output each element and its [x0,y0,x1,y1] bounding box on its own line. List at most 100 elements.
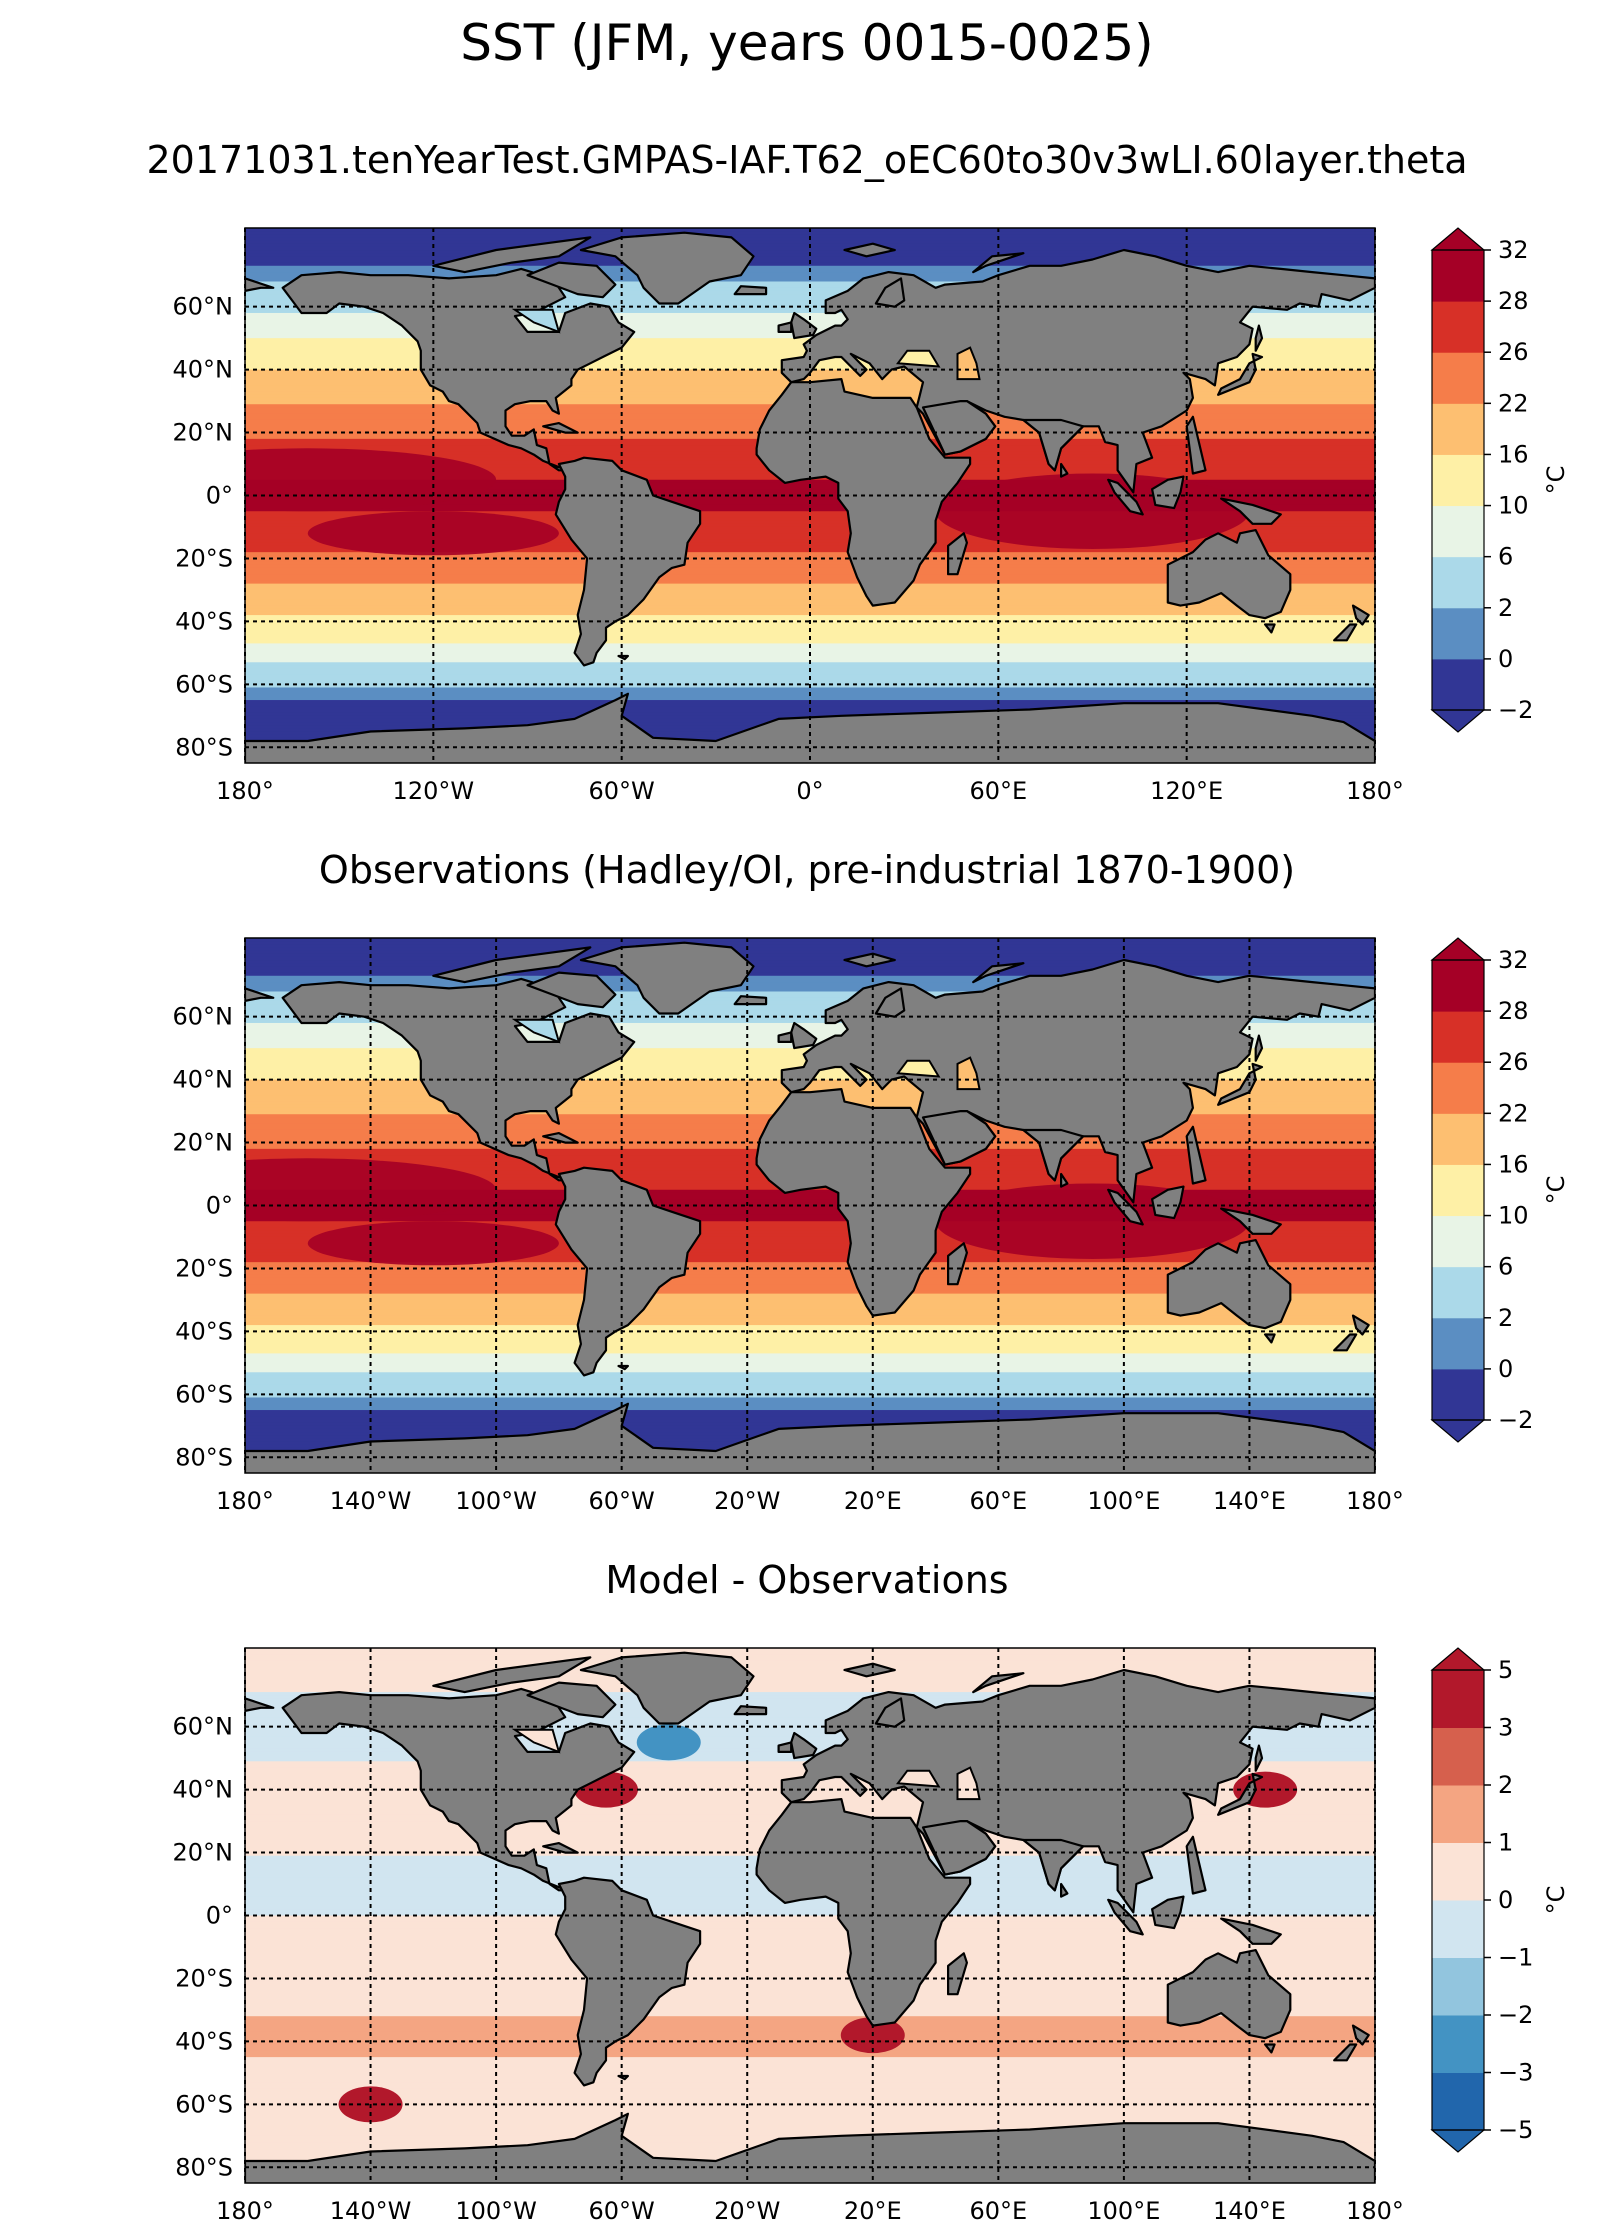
sst-band [245,1366,1375,1370]
sst-band [245,1290,1375,1295]
sst-band [245,1953,1375,1958]
sst-band [245,997,1375,1002]
arabia-fill [921,1820,997,1876]
sst-band [245,2076,1375,2080]
sst-band [245,1007,1375,1011]
sst-band [245,1312,1375,1317]
sst-band [245,1016,1375,1021]
sst-band [245,526,1375,531]
y-tick-label: 60°N [173,1003,234,1031]
sst-band [245,2028,1375,2033]
x-tick-label: 140°E [1213,2197,1286,2225]
colorbar-segment [1432,1317,1484,1370]
sst-band [245,2082,1375,2087]
sst-band [245,1013,1375,1018]
colorbar-segment [1432,1266,1484,1319]
colorbar-tick-label: 6 [1498,1253,1513,1281]
borneo [1150,1185,1185,1220]
falklands [617,1364,630,1371]
eurasia [780,1668,1375,1914]
colorbar-extend-min [1430,2129,1486,2153]
ireland [777,1031,793,1044]
sst-band [245,1946,1375,1951]
sst-band [245,1271,1375,1276]
sst-band [245,577,1375,582]
novaya-zemlya [972,962,1025,984]
taiwan-philippines [1185,1125,1207,1185]
sst-band [245,1422,1375,1427]
japan [1216,1772,1264,1816]
colorbar-segment [1432,1900,1484,1958]
sst-band [245,2053,1375,2058]
africa [755,378,972,607]
colorbar-tick-label: 26 [1498,338,1529,366]
sst-band [245,1082,1375,1087]
new-zealand-north [1351,1314,1370,1336]
sst-band [245,1987,1375,1992]
sst-band [245,1325,1375,1329]
sst-band [245,1410,1375,1414]
sst-band [245,2116,1375,2121]
y-tick-label: 80°S [175,733,233,761]
sst-band [245,1252,1375,1257]
tasmania [1263,623,1276,634]
sst-band [245,665,1375,670]
panel-1-title: 20171031.tenYearTest.GMPAS-IAF.T62_oEC60… [146,138,1468,182]
sst-band [245,2094,1375,2099]
new-zealand-south [1333,2043,1358,2062]
eurasia [780,958,1375,1204]
colorbar-segment [1432,658,1484,711]
x-tick-label: 20°E [844,2197,902,2225]
y-tick-label: 20°N [173,1839,234,1867]
sst-band [245,2022,1375,2027]
colorbar-tick-label: −2 [1498,2001,1533,2029]
baffin-island [526,1681,617,1719]
sst-band [245,1419,1375,1424]
sst-band [245,231,1375,235]
colorbar-segment [1432,352,1484,404]
colorbar-tick-label: 3 [1498,1714,1513,1742]
falklands [617,654,630,661]
sst-band [245,489,1375,493]
antarctica [245,2112,1375,2183]
sst-band [245,1208,1375,1213]
new-guinea [1220,497,1282,525]
sst-band [245,1259,1375,1263]
sst-band [245,1692,1375,1696]
sst-band [245,1214,1375,1219]
new-zealand-north [1351,2024,1370,2046]
sst-band [245,1306,1375,1310]
sst-band [245,1340,1375,1345]
baffin-island [526,971,617,1009]
black-sea [896,349,941,368]
sst-band [245,1205,1375,1210]
sst-band [245,966,1375,971]
sst-band [245,947,1375,952]
x-tick-label: 100°E [1087,1487,1160,1515]
sst-band [245,2047,1375,2052]
sst-band [245,1026,1375,1030]
sst-band [245,1704,1375,1709]
colorbar-segment [1432,607,1484,660]
sst-bias-map: 180° 140°W 100°W 60°W 20°W 20°E 60°E 100°E 140°E… [173,1647,1570,2225]
sst-band [245,1906,1375,1910]
sst-band [245,1227,1375,1232]
sst-band [245,2098,1375,2102]
india [1022,1128,1085,1182]
sst-band [245,2060,1375,2065]
colorbar-extend-max [1430,937,1486,961]
eurasia [780,248,1375,494]
greenland [579,1651,755,1725]
x-tick-label: 60°E [969,2197,1027,2225]
arabia-fill [921,1110,997,1166]
ireland [777,321,793,334]
sst-band [245,2120,1375,2124]
sst-band [245,1732,1375,1737]
y-tick-label: 20°N [173,419,234,447]
borneo [1150,475,1185,510]
warm-pool [935,1183,1250,1259]
colorbar-segment [1432,301,1484,353]
sst-band [245,287,1375,292]
sst-model-map: 180° 120°W 60°W 0° 60°E 120°E 180° 60°N 40°N 20°N… [173,227,1570,805]
sst-band [245,1940,1375,1945]
